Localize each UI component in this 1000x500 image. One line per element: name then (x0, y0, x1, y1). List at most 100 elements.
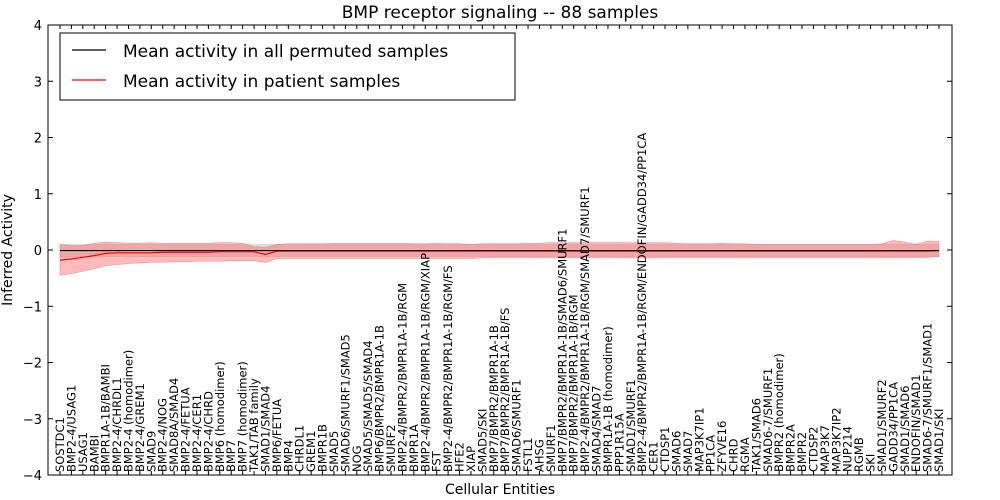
y-tick-label: 3 (34, 75, 42, 90)
x-category-label: MAP3K7IP1 (692, 407, 706, 472)
y-tick-label: 0 (34, 244, 42, 259)
x-category-label: USAG1 (76, 432, 90, 472)
x-category-label: FST (430, 450, 444, 472)
x-category-label: PPP1R15A (612, 413, 626, 472)
chart-title: BMP receptor signaling -- 88 samples (342, 3, 659, 23)
x-category-label: BMP2-4/BMPR2/BMPR1A-1B/RGM/FS (441, 265, 455, 472)
x-category-label: BMP7 (homodimer) (236, 361, 250, 472)
x-category-label: GREM1 (304, 431, 318, 472)
x-category-label: BMP2-4/BMPR2/BMPR1A-1B/RGM/SMAD7/SMURF1 (578, 186, 592, 472)
y-tick-label: −1 (23, 300, 42, 315)
x-category-label: FSTL1 (521, 438, 535, 472)
y-tick-label: 4 (34, 19, 42, 34)
x-category-label: SMAD6-7/SMURF1/SMAD1 (921, 323, 935, 472)
series-lines (59, 249, 940, 261)
x-category-label: BMP7/BMPR2/BMPR1A-1B/RGM (567, 294, 581, 472)
x-category-label: SMAD5/SMAD5/SMAD4 (361, 340, 375, 472)
x-category-label: NUP214 (841, 426, 855, 472)
x-category-label: TAK1/TAB family (247, 378, 261, 473)
x-category-label: RGMA (738, 437, 752, 472)
x-category-label: BMP6/BMPR2/BMPR1A-1B (373, 325, 387, 472)
x-category-label: GADD34/PP1CA (886, 382, 900, 472)
legend-box (59, 32, 516, 101)
x-category-label: BMPR2 (795, 432, 809, 472)
x-category-label: SMAD1/SMAD4 (258, 386, 272, 472)
x-category-label: SMAD9 (144, 431, 158, 472)
x-category-label: SMAD4/SMAD7 (590, 386, 604, 472)
x-category-label: BMP7 (224, 440, 238, 472)
y-tick-label: 2 (34, 132, 42, 147)
x-category-label: SMAD6 (669, 431, 683, 472)
x-category-label: BMP2-4/BMPR2/BMPR1A-1B/RGM/ENDOFIN/GADD3… (635, 133, 649, 472)
x-category-label: BMP2-4/CER1 (190, 394, 204, 472)
x-category-label: SMAD6/SMURF1/SMAD5 (338, 334, 352, 472)
x-category-label: BMPR1A (407, 424, 421, 472)
x-category-label: BMP6/FETUA (270, 399, 284, 472)
y-tick-label: −2 (23, 357, 42, 372)
y-tick-label: 1 (34, 188, 42, 203)
x-category-label: BMP7/BMPR2/BMPR1A-1B (487, 325, 501, 472)
x-category-label: ENDOFIN/SMAD1 (909, 374, 923, 472)
x-category-label: BMP2-4/CHRD (201, 391, 215, 472)
legend-label-patient: Mean activity in patient samples (123, 72, 400, 92)
x-category-label: SKI (864, 454, 878, 472)
x-category-label: SMAD6-7/SMURF1 (761, 368, 775, 472)
x-category-label: XIAP (464, 446, 478, 472)
x-category-label: MAP3K7IP2 (829, 407, 843, 472)
x-category-label: BMP2-4/FETUA (179, 387, 193, 472)
x-category-label: SMAD1/SMAD6 (898, 386, 912, 472)
x-category-label: AHSG (532, 439, 546, 472)
x-category-label: CTDSP2 (806, 427, 820, 472)
x-category-label: SMURF2 (384, 424, 398, 472)
legend-label-permuted: Mean activity in all permuted samples (123, 42, 448, 62)
plot-frame (47, 24, 953, 476)
x-category-label: SMAD1/SMURF2 (875, 379, 889, 472)
x-category-label: BMPR1A-1B/BAMBI (99, 364, 113, 472)
legend: Mean activity in all permuted samples Me… (59, 32, 516, 101)
x-category-label: SMAD8A/SMAD4 (167, 378, 181, 472)
x-category-label: HFE2 (453, 442, 467, 472)
x-category-label: NOG (350, 445, 364, 472)
x-category-label: ZFYVE16 (715, 421, 729, 472)
x-category-label: SMAD1/SMURF1 (624, 379, 638, 472)
x-category-label: MAP3K7 (818, 425, 832, 472)
x-category-label: RGMB (852, 437, 866, 472)
band-series-1 (59, 240, 940, 276)
x-category-label: BMP2-4 (homodimer) (121, 350, 135, 472)
x-category-label: BMP4 (281, 440, 295, 472)
x-category-label: BMP2-4/BMPR2/BMPR1A-1B/RGM/XIAP (418, 253, 432, 472)
x-category-label: BMPR1B (316, 424, 330, 472)
x-category-label: SMAD6/SMURF1 (510, 379, 524, 472)
x-category-label: CTDSP1 (658, 427, 672, 472)
x-category-label: SOSTDC1 (53, 417, 67, 472)
x-axis-title: Cellular Entities (445, 482, 555, 498)
x-category-label: CHRD (727, 438, 741, 472)
x-category-label: PP1CA (704, 435, 718, 472)
x-category-label: BMP2-4/USAG1 (64, 385, 78, 472)
x-category-label: BMP7/BMPR2/BMPR1A-1B/FS (498, 308, 512, 472)
x-category-label: BMP2-4/GREM1 (133, 383, 147, 472)
x-category-label: SMAD5 (327, 431, 341, 472)
x-category-label: BMP7/BMPR2/BMPR1A-1B/SMAD6/SMURF1 (555, 229, 569, 472)
x-category-label: SMAD5/SKI (475, 409, 489, 472)
x-category-label: BMPR1A-1B (homodimer) (601, 326, 615, 472)
x-category-label: BMPR2A (784, 424, 798, 472)
x-category-label: SMAD7 (681, 431, 695, 472)
x-category-label: BMP6 (homodimer) (213, 361, 227, 472)
x-category-label: SMAD1/SKI (932, 409, 946, 472)
x-category-label: BAMBI (87, 435, 101, 472)
y-axis-title: Inferred Activity (0, 194, 16, 306)
x-category-label: TAK1/SMAD6 (749, 398, 763, 473)
x-category-label: BMP2-4/NOG (156, 398, 170, 472)
x-category-label: BMPR2 (homodimer) (772, 353, 786, 472)
x-category-label: CHRDL1 (293, 425, 307, 472)
y-axis-ticks: −4 −3 −2 −1 0 1 2 3 4 (23, 19, 952, 484)
x-axis-ticks: SOSTDC1BMP2-4/USAG1USAG1BAMBIBMPR1A-1B/B… (53, 25, 946, 475)
x-category-label: BMP2-4/CHRDL1 (110, 377, 124, 472)
x-category-label: BMP2-4/BMPR2/BMPR1A-1B/RGM (395, 283, 409, 472)
y-tick-label: −3 (23, 413, 42, 428)
x-category-label: CER1 (647, 441, 661, 472)
y-tick-label: −4 (23, 469, 42, 484)
x-category-label: SMURF1 (544, 424, 558, 472)
